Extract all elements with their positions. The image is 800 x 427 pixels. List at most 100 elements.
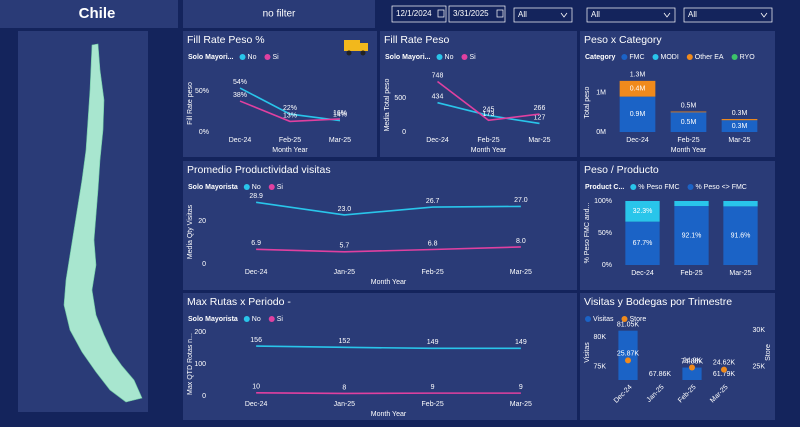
chart-title: Visitas y Bodegas por Trimestre xyxy=(584,296,732,308)
legend-label: FMC xyxy=(629,54,644,61)
y-tick-label: 75K xyxy=(594,364,607,371)
dropdown[interactable] xyxy=(513,7,573,23)
line xyxy=(239,100,341,123)
y-tick-label: 0 xyxy=(402,129,406,136)
data-label: 81.05K xyxy=(617,322,640,329)
line xyxy=(256,345,521,350)
legend-title: Solo Mayorista xyxy=(188,184,238,191)
data-label: 8.0 xyxy=(516,238,526,245)
legend-dot xyxy=(243,316,250,322)
data-label: 245 xyxy=(483,106,495,113)
x-tick-label: Mar-25 xyxy=(329,137,351,144)
data-label: 0.3M xyxy=(732,123,748,130)
x-tick-label: Dec-24 xyxy=(245,269,268,276)
truck-cab xyxy=(360,43,368,51)
x-tick-label: Feb-25 xyxy=(677,137,699,144)
data-label: 266 xyxy=(534,105,546,112)
legend-label: No xyxy=(252,316,261,323)
charts: Fill Rate Peso %0%50%Fill Rate pesoMonth… xyxy=(183,31,775,420)
x-axis-title: Month Year xyxy=(272,147,308,154)
legend-label: % Peso <> FMC xyxy=(696,184,747,191)
legend-label: No xyxy=(252,184,261,191)
y-tick-label: 0 xyxy=(202,261,206,268)
data-label: 26.7 xyxy=(426,198,440,205)
dropdown[interactable] xyxy=(683,7,773,23)
y-axis-title: Media Qty Visitas xyxy=(187,204,194,259)
legend-dot xyxy=(621,316,628,322)
legend-label: Si xyxy=(469,54,476,61)
bar-segment xyxy=(619,80,656,97)
start-date-input[interactable] xyxy=(391,5,447,23)
bar-segment xyxy=(723,206,758,265)
bar-segment xyxy=(674,206,709,265)
chart-panel xyxy=(183,31,377,157)
x-tick-label: Dec-24 xyxy=(626,137,649,144)
data-label: 149 xyxy=(427,339,439,346)
data-label: 5.7 xyxy=(340,243,350,250)
legend-title: Category xyxy=(585,54,615,61)
chart-title: Max Rutas x Periodo - xyxy=(187,296,291,308)
data-label: 61.79K xyxy=(713,371,736,378)
data-label: 27.0 xyxy=(514,197,528,204)
x-tick-label: Mar-25 xyxy=(728,137,750,144)
truck-body xyxy=(344,40,360,51)
legend-label: No xyxy=(445,54,454,61)
chart-title: Fill Rate Peso xyxy=(384,34,450,46)
bar-segment xyxy=(670,112,707,132)
line xyxy=(256,246,521,253)
filter-panel xyxy=(183,0,375,28)
dropdown-value: All xyxy=(688,10,697,19)
x-axis-title: Month Year xyxy=(371,411,407,418)
bar xyxy=(682,367,702,380)
legend-dot xyxy=(585,316,591,322)
x-tick-label: Feb-25 xyxy=(422,269,444,276)
legend-dot xyxy=(687,184,694,190)
x-axis-title: Month Year xyxy=(371,279,407,286)
data-label: 23.0 xyxy=(338,206,352,213)
data-label: 9 xyxy=(519,384,523,391)
data-label: 67.7% xyxy=(633,240,653,247)
legend-label: Other EA xyxy=(695,54,724,61)
data-label: 9 xyxy=(431,384,435,391)
x-tick-label: Mar-25 xyxy=(528,137,550,144)
y-axis-title: Visitas xyxy=(584,342,591,363)
line xyxy=(437,80,540,122)
data-label: 434 xyxy=(432,94,444,101)
y-tick-label: 0% xyxy=(199,129,209,136)
line xyxy=(437,101,540,125)
legend-title: Solo Mayori... xyxy=(385,54,431,61)
chart-panel xyxy=(580,31,775,157)
legend-label: % Peso FMC xyxy=(638,184,679,191)
data-label: 54% xyxy=(233,79,247,86)
data-label: 8 xyxy=(342,384,346,391)
data-label: 91.6% xyxy=(731,233,751,240)
legend-dot xyxy=(268,316,275,322)
x-tick-label: Dec-24 xyxy=(426,137,449,144)
y-tick-label: 80K xyxy=(594,334,607,341)
end-date-input[interactable] xyxy=(448,5,506,23)
x-tick-label: Mar-25 xyxy=(729,270,751,277)
data-label: 92.1% xyxy=(682,232,702,239)
filter-text: no filter xyxy=(263,9,296,20)
dropdown[interactable] xyxy=(586,7,676,23)
title-panel xyxy=(0,0,178,28)
bar xyxy=(618,330,638,380)
legend-label: Visitas xyxy=(593,316,614,323)
data-label: 0.9M xyxy=(630,111,646,118)
bar-segment xyxy=(670,111,707,113)
data-label: 38% xyxy=(233,92,247,99)
data-label: 6.9 xyxy=(251,240,261,247)
chart-title: Fill Rate Peso % xyxy=(187,34,265,46)
x-axis-title: Month Year xyxy=(471,147,507,154)
x-tick-label: Jan-25 xyxy=(334,401,356,408)
chart-panel xyxy=(380,31,577,157)
y-tick-label: 1M xyxy=(596,90,606,97)
bar-segment xyxy=(625,201,660,222)
chart-panel xyxy=(580,293,775,420)
legend-dot xyxy=(264,54,271,60)
bar-segment xyxy=(619,96,656,132)
legend-dot xyxy=(268,184,275,190)
chart-panel xyxy=(183,161,577,290)
data-label: 127 xyxy=(534,114,546,121)
